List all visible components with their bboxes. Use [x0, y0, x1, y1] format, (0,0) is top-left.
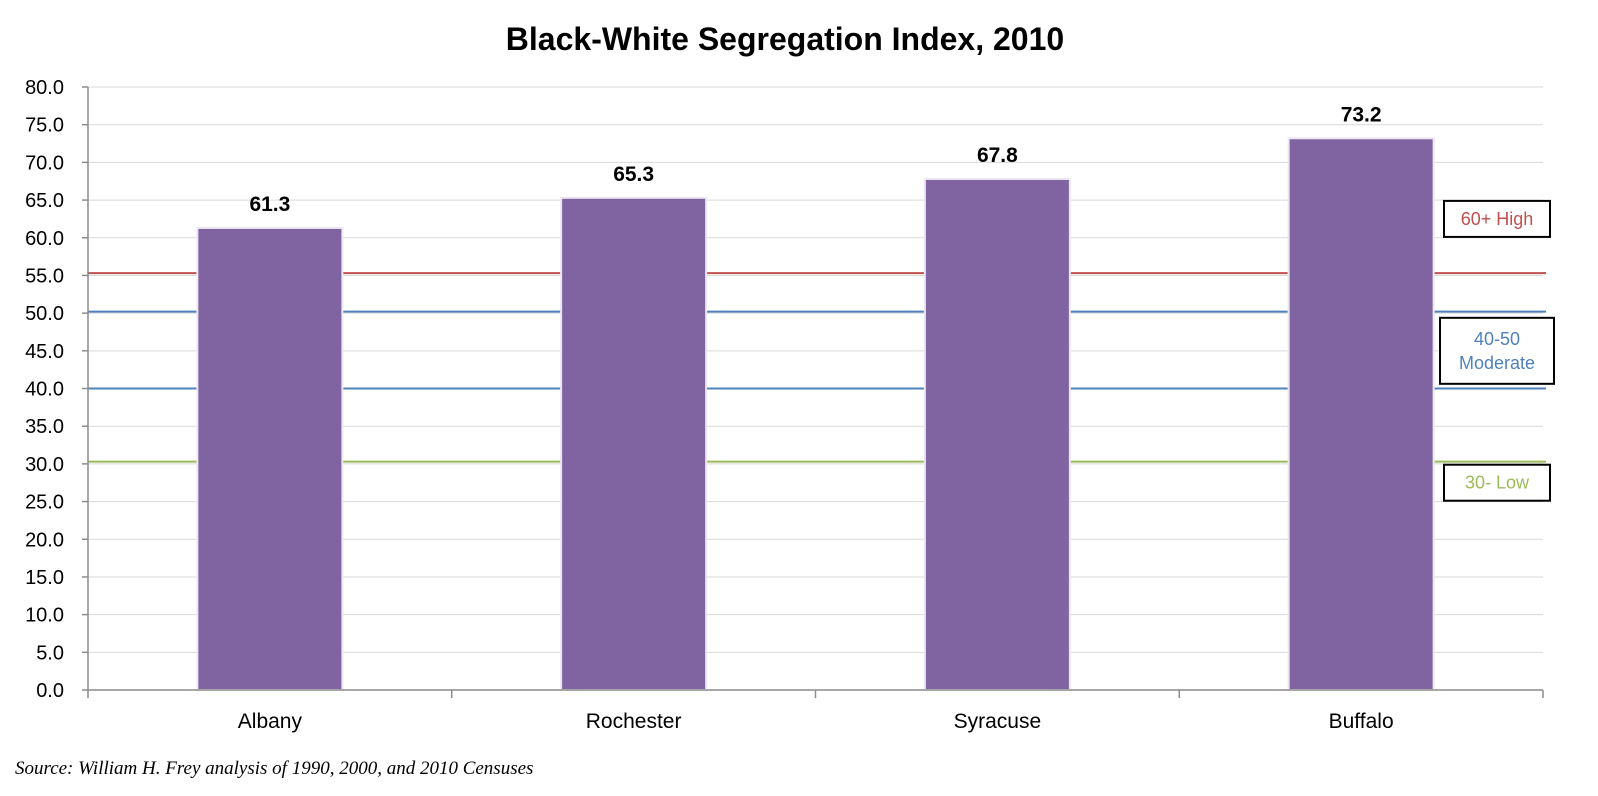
y-tick-label: 50.0	[25, 303, 64, 325]
x-tick-label: Buffalo	[1329, 710, 1394, 733]
annotation-text: 40-50	[1474, 329, 1520, 349]
y-tick-label: 40.0	[25, 379, 64, 401]
y-tick-label: 70.0	[25, 152, 64, 174]
bar-syracuse	[923, 177, 1071, 692]
annotation-text: Moderate	[1459, 353, 1535, 373]
labels: 0.0 5.0 10.0 15.0 20.0 25.0 30.0 35.0 40.0 45.0 50…	[25, 77, 1394, 733]
band-annotation: 30- Low	[1443, 463, 1551, 502]
band-annotations: 60+ High 40-50 Moderate 30- Low	[1439, 199, 1555, 502]
x-tick-label: Syracuse	[954, 710, 1042, 733]
x-tick-label: Albany	[238, 710, 303, 733]
annotation-text: 30- Low	[1465, 473, 1530, 493]
y-tick-label: 35.0	[25, 416, 64, 438]
y-tick-label: 30.0	[25, 454, 64, 476]
x-tick-label: Rochester	[586, 710, 682, 733]
chart-title: Black-White Segregation Index, 2010	[506, 21, 1064, 57]
y-tick-label: 25.0	[25, 492, 64, 514]
bar-rochester	[560, 196, 708, 692]
bars	[196, 137, 1435, 692]
data-label: 67.8	[977, 144, 1018, 167]
y-tick-label: 75.0	[25, 115, 64, 137]
y-tick-label: 20.0	[25, 529, 64, 551]
y-tick-label: 55.0	[25, 265, 64, 287]
band-annotation: 60+ High	[1443, 199, 1551, 238]
annotation-box	[1443, 199, 1551, 238]
band-annotation: 40-50 Moderate	[1439, 316, 1555, 385]
y-tick-label: 10.0	[25, 605, 64, 627]
y-tick-label: 65.0	[25, 190, 64, 212]
data-label: 73.2	[1341, 103, 1382, 126]
annotation-box	[1443, 463, 1551, 502]
source-note: Source: William H. Frey analysis of 1990…	[15, 758, 533, 779]
data-label: 61.3	[249, 193, 290, 216]
data-label: 65.3	[613, 163, 654, 186]
annotation-text: 60+ High	[1461, 209, 1534, 229]
axes	[82, 86, 1544, 698]
y-tick-label: 80.0	[25, 77, 64, 99]
y-tick-label: 45.0	[25, 341, 64, 363]
y-tick-label: 15.0	[25, 567, 64, 589]
bar-albany	[196, 226, 344, 691]
y-tick-label: 0.0	[36, 680, 64, 702]
bar-buffalo	[1287, 137, 1435, 691]
y-tick-label: 60.0	[25, 228, 64, 250]
annotation-box	[1439, 316, 1555, 385]
y-tick-label: 5.0	[36, 642, 64, 664]
